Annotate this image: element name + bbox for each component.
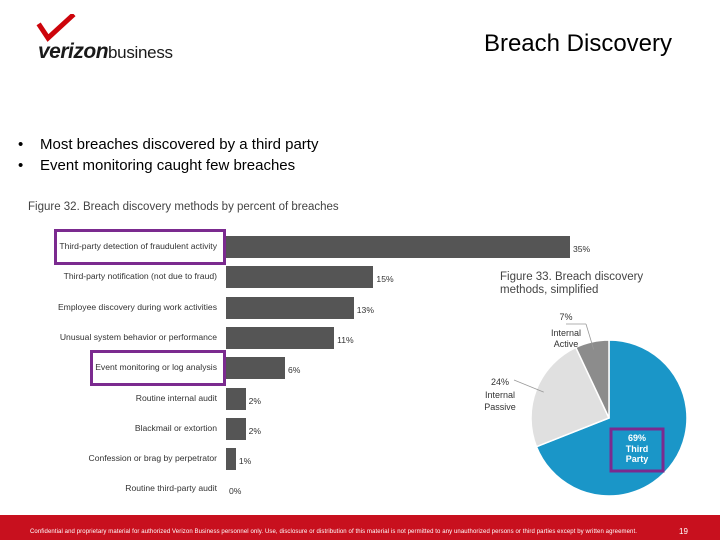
leader-line <box>585 323 595 350</box>
page-number: 19 <box>679 527 688 536</box>
pie-slice-label: Third <box>626 444 649 454</box>
footer-bar <box>0 515 720 540</box>
pie-slice-label: Active <box>554 339 579 349</box>
leader-line <box>513 379 544 393</box>
logo-wordmark: verizonbusiness <box>38 40 173 64</box>
pie-slice-label: 7% <box>559 312 572 322</box>
bar <box>226 357 285 380</box>
bar <box>226 387 246 410</box>
highlight-box <box>90 350 226 387</box>
bar <box>226 448 236 471</box>
logo-brand: verizon <box>38 40 109 63</box>
pie-slice <box>535 339 688 497</box>
pie-slice-label: Internal <box>551 328 581 338</box>
bar-value-label: 2% <box>248 395 262 406</box>
bar-category-label: Confession or brag by perpetrator <box>88 453 218 464</box>
bullet-text: Most breaches discovered by a third part… <box>40 136 319 153</box>
bar-chart-title: Figure 32. Breach discovery methods by p… <box>28 201 339 213</box>
bullet-item: • Event monitoring caught few breaches <box>18 157 296 174</box>
bar-category-label: Employee discovery during work activitie… <box>57 301 217 312</box>
bar-category-label: Blackmail or extortion <box>134 422 217 433</box>
bar-category-label: Third-party notification (not due to fra… <box>63 271 217 282</box>
bullet-text: Event monitoring caught few breaches <box>40 157 296 174</box>
bar-value-label: 13% <box>356 304 374 315</box>
pie-chart-title: Figure 33. Breach discovery methods, sim… <box>500 271 644 296</box>
bar-category-label: Event monitoring or log analysis <box>95 362 217 373</box>
pie-slice-label: Party <box>626 454 649 464</box>
slide-title: Breach Discovery <box>483 30 672 57</box>
bar-value-label: 2% <box>248 425 262 436</box>
bar-value-label: 1% <box>238 456 252 467</box>
bar <box>226 266 374 289</box>
bar-value-label: 0% <box>229 486 242 497</box>
bar-value-label: 11% <box>337 334 354 345</box>
bar-value-label: 6% <box>287 365 301 376</box>
pie-slice-label: 69% <box>628 433 646 443</box>
pie-slice-label: 24% <box>491 377 509 387</box>
bar-category-label: Unusual system behavior or performance <box>59 331 217 342</box>
bar-category-label: Third-party detection of fraudulent acti… <box>59 241 217 251</box>
bar-value-label: 35% <box>573 244 591 254</box>
pie-slice-label: Passive <box>484 402 516 412</box>
pie-slice <box>574 339 610 419</box>
bar <box>226 326 335 349</box>
bar <box>226 417 246 440</box>
bullet-item: • Most breaches discovered by a third par… <box>18 136 319 153</box>
highlight-box <box>54 229 226 265</box>
pie-slice-label: Internal <box>485 390 515 400</box>
bar <box>226 296 354 319</box>
bar <box>226 236 570 258</box>
bar-category-label: Routine third-party audit <box>125 483 217 494</box>
checkmark-icon <box>36 14 76 42</box>
bar-category-label: Routine internal audit <box>135 392 217 403</box>
logo-suffix: business <box>108 43 173 62</box>
bar-value-label: 15% <box>376 274 394 285</box>
footer-confidential-text: Confidential and proprietary material fo… <box>30 529 638 535</box>
bullet-list: • Most breaches discovered by a third par… <box>18 134 318 176</box>
highlight-box <box>609 427 665 473</box>
